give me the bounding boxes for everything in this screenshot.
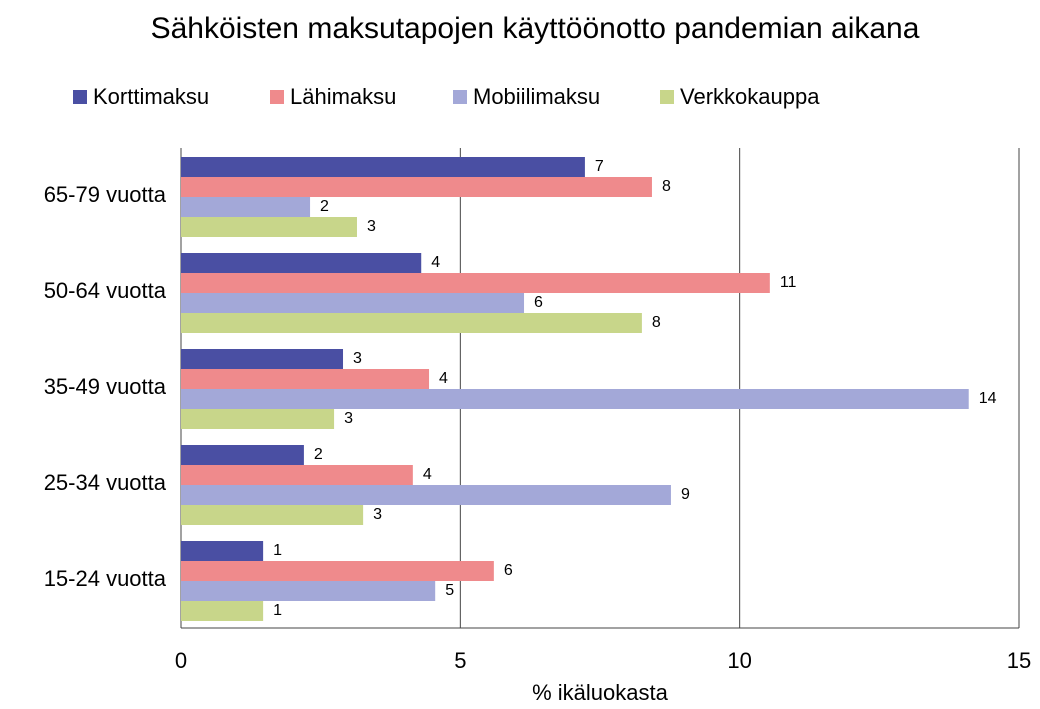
x-tick-label: 5: [454, 648, 466, 673]
bar: [181, 197, 311, 217]
bar: [181, 293, 525, 313]
legend-label: Verkkokauppa: [680, 84, 820, 109]
bar: [181, 217, 357, 237]
data-label: 3: [367, 218, 376, 235]
bar: [181, 349, 344, 369]
y-tick-label: 25-34 vuotta: [44, 470, 167, 495]
bar: [181, 561, 494, 581]
legend-label: Mobiilimaksu: [473, 84, 600, 109]
data-label: 5: [445, 582, 454, 599]
data-label: 4: [423, 466, 432, 483]
data-label: 6: [504, 562, 513, 579]
y-tick-label: 15-24 vuotta: [44, 566, 167, 591]
chart-title: Sähköisten maksutapojen käyttöönotto pan…: [151, 12, 920, 45]
y-tick-label: 35-49 vuotta: [44, 374, 167, 399]
y-tick-label: 65-79 vuotta: [44, 182, 167, 207]
data-label: 7: [595, 158, 604, 175]
x-axis-label: % ikäluokasta: [532, 680, 669, 705]
data-label: 8: [662, 178, 671, 195]
x-tick-label: 15: [1007, 648, 1031, 673]
data-label: 4: [431, 254, 440, 271]
data-label: 11: [780, 274, 797, 291]
data-label: 6: [534, 294, 543, 311]
data-label: 8: [652, 314, 661, 331]
data-label: 2: [314, 446, 323, 463]
bar: [181, 177, 652, 197]
legend-label: Korttimaksu: [93, 84, 209, 109]
data-label: 4: [439, 370, 448, 387]
x-tick-label: 10: [727, 648, 751, 673]
bar: [181, 601, 264, 621]
bar: [181, 409, 335, 429]
data-label: 3: [373, 506, 382, 523]
data-label: 1: [273, 602, 282, 619]
data-label: 2: [320, 198, 329, 215]
data-label: 14: [979, 390, 997, 407]
data-label: 9: [681, 486, 690, 503]
bar: [181, 389, 969, 409]
bar: [181, 505, 364, 525]
legend-label: Lähimaksu: [290, 84, 396, 109]
bar: [181, 445, 304, 465]
bar: [181, 581, 436, 601]
data-label: 1: [273, 542, 282, 559]
legend-swatch: [270, 90, 284, 104]
x-tick-label: 0: [175, 648, 187, 673]
bar: [181, 541, 264, 561]
bar: [181, 253, 422, 273]
bar: [181, 465, 413, 485]
bar: [181, 273, 770, 293]
legend-swatch: [73, 90, 87, 104]
legend-swatch: [660, 90, 674, 104]
bar: [181, 157, 585, 177]
legend-swatch: [453, 90, 467, 104]
bar: [181, 313, 642, 333]
bar: [181, 485, 671, 505]
data-label: 3: [353, 350, 362, 367]
data-label: 3: [344, 410, 353, 427]
bar: [181, 369, 430, 389]
y-tick-label: 50-64 vuotta: [44, 278, 167, 303]
